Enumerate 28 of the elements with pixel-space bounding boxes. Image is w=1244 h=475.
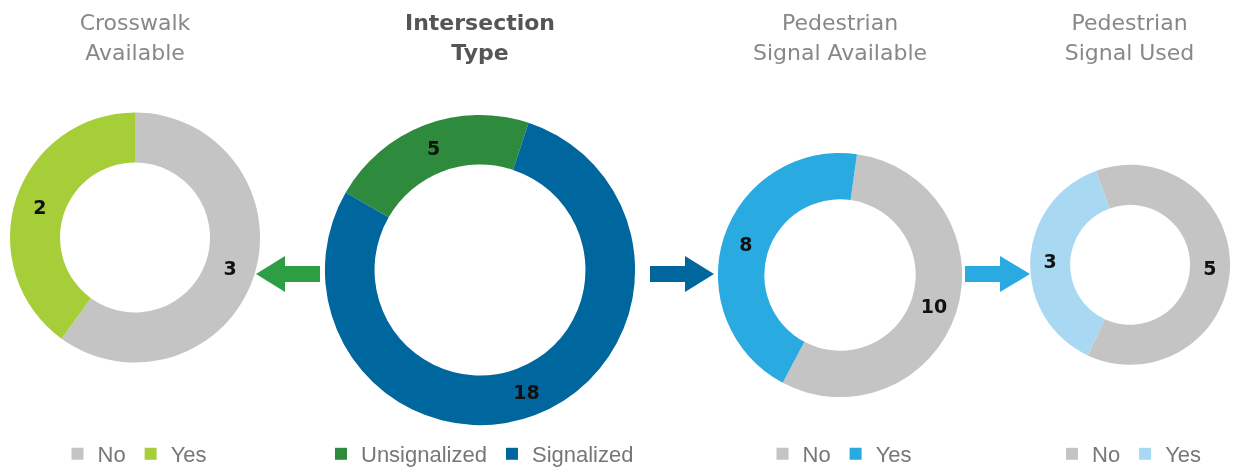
donut-slice [10,112,135,339]
legend-label: Yes [1165,442,1202,468]
legend-label: Yes [875,442,912,468]
data-label: 2 [33,195,47,218]
data-label: 5 [1203,257,1217,280]
legend-label: Yes [170,442,207,468]
donut-slice [718,152,857,383]
donut-slice [345,115,529,218]
data-label: 3 [1043,250,1057,273]
legend-label: Unsignalized [361,442,487,468]
data-label: 10 [920,294,948,317]
data-label: 5 [426,137,441,160]
legend-label: No [97,442,126,468]
donut-slice [61,112,260,363]
chart-title: Crosswalk Available [78,9,192,67]
chart-title: Pedestrian Signal Available [751,9,929,67]
donut-slice [1087,164,1231,365]
chart-title: Intersection Type [404,9,556,67]
data-label: 8 [739,233,753,256]
legend-label: Signalized [531,442,634,468]
donut-slice [324,122,635,426]
donut-slice [782,154,963,398]
donut-slice [1030,170,1110,356]
legend-label: No [1092,442,1121,468]
legend-label: No [802,442,831,468]
data-label: 3 [223,257,237,280]
chart-title: Pedestrian Signal Used [1063,9,1196,67]
data-label: 18 [513,380,540,403]
